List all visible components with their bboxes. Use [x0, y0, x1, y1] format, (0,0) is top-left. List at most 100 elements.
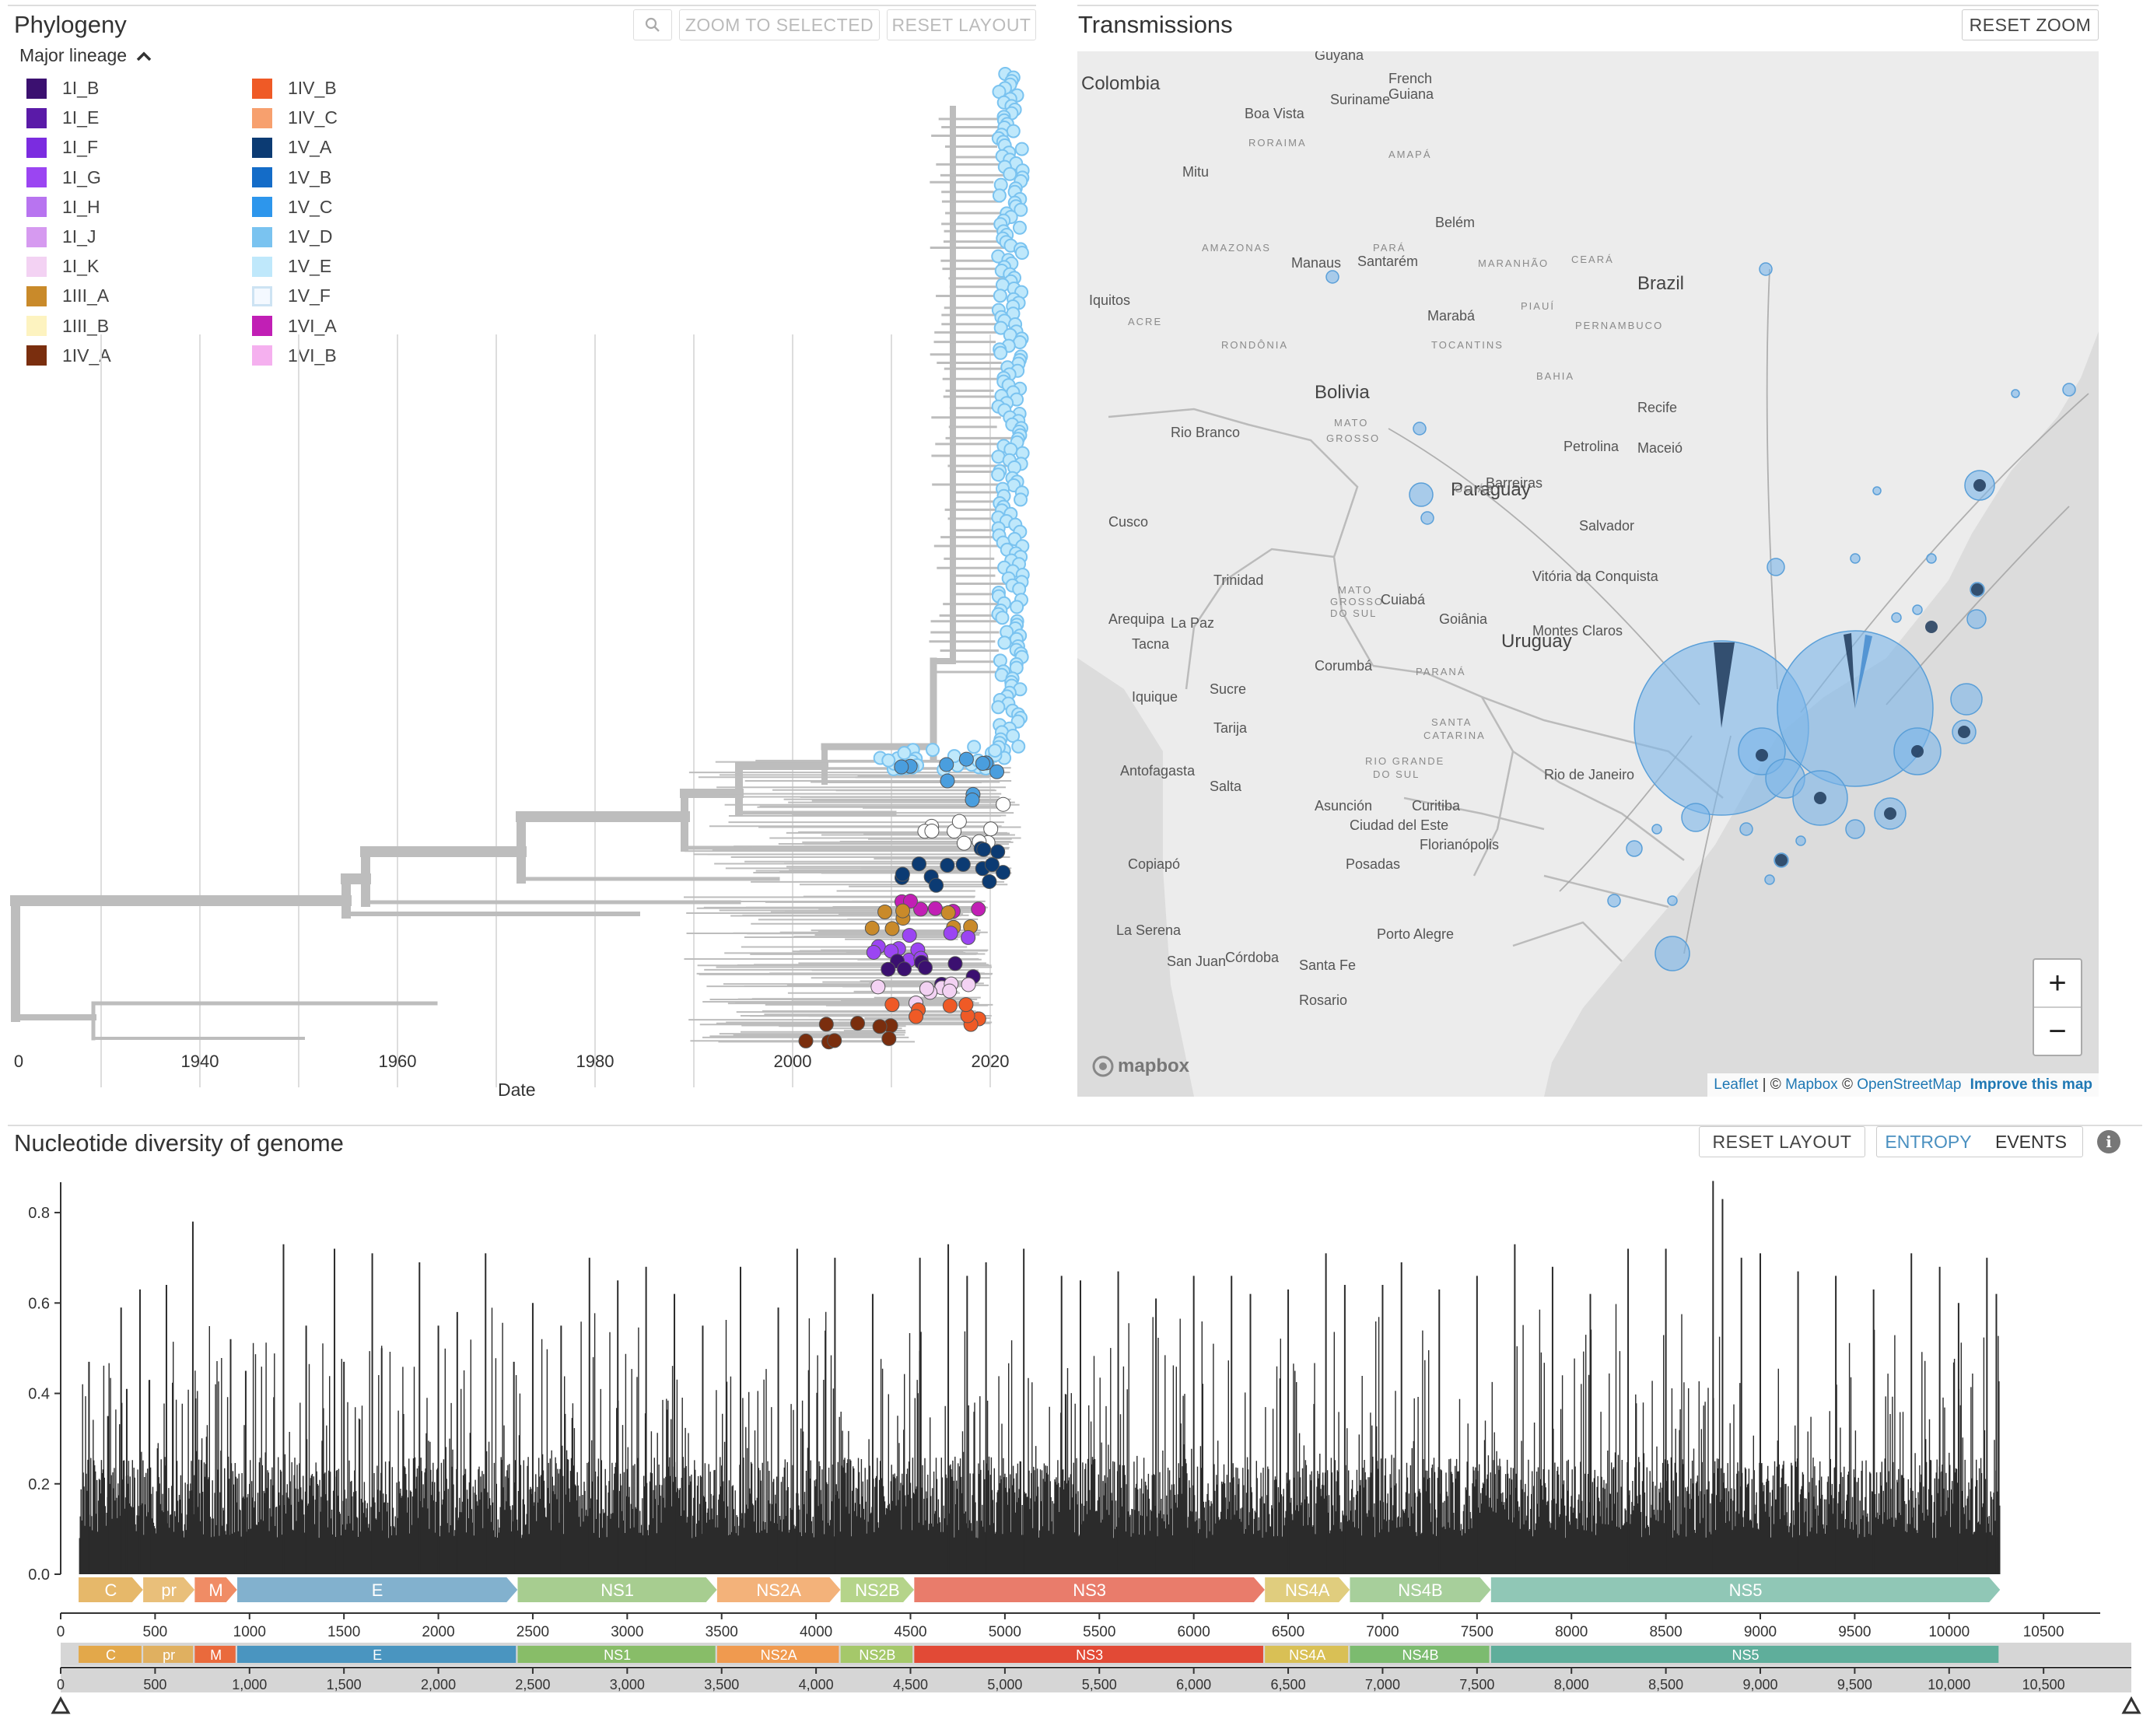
legend-swatch	[26, 256, 47, 277]
legend-item-1v_a[interactable]: 1V_A	[252, 137, 331, 158]
legend-item-1i_e[interactable]: 1I_E	[26, 107, 99, 128]
navigator-x-tick-label: 0	[57, 1677, 65, 1692]
legend-item-1iv_c[interactable]: 1IV_C	[252, 107, 338, 128]
legend-item-1iii_b[interactable]: 1III_B	[26, 316, 109, 337]
tree-tip	[961, 977, 976, 992]
transmission-bubble	[1607, 894, 1621, 908]
legend-toggle[interactable]: Major lineage	[19, 45, 153, 66]
osm-link[interactable]: OpenStreetMap	[1857, 1076, 1962, 1093]
zoom-to-selected-button[interactable]: ZOOM TO SELECTED	[679, 9, 880, 40]
reset-zoom-button[interactable]: RESET ZOOM	[1962, 9, 2099, 40]
entropy-x-tick-label: 5000	[989, 1624, 1021, 1640]
transmission-node	[1911, 745, 1924, 758]
zoom-in-button[interactable]: +	[2034, 960, 2081, 1008]
entropy-x-tick-label: 10500	[2023, 1624, 2064, 1640]
brush-handle-left[interactable]	[51, 1696, 71, 1714]
map-label-city: Cuiabá	[1381, 592, 1426, 607]
tree-tip	[984, 857, 1000, 873]
tree-tip	[939, 757, 954, 772]
reset-layout-button[interactable]: RESET LAYOUT	[887, 9, 1036, 40]
tree-tip	[1003, 166, 1017, 181]
legend-swatch	[252, 285, 272, 306]
legend-item-1vi_b[interactable]: 1VI_B	[252, 345, 337, 366]
navigator-gene-label: C	[106, 1647, 116, 1663]
legend-label: 1VI_B	[288, 345, 337, 366]
navigator-gene	[840, 1646, 913, 1663]
legend-item-1iii_a[interactable]: 1III_A	[26, 285, 109, 306]
map-label-state: BAHIA	[1536, 370, 1575, 382]
brush-handle-right[interactable]	[2121, 1696, 2141, 1714]
legend-item-1i_b[interactable]: 1I_B	[26, 78, 99, 99]
legend-item-1i_h[interactable]: 1I_H	[26, 197, 100, 218]
phylogeny-tree[interactable]	[0, 62, 1058, 1104]
map-attribution: Leaflet | © Mapbox © OpenStreetMap Impro…	[1707, 1073, 2099, 1097]
map-label-city: Iquitos	[1089, 292, 1131, 308]
transmission-arc	[1388, 428, 1700, 705]
legend-item-1v_d[interactable]: 1V_D	[252, 226, 333, 247]
info-icon[interactable]: i	[2097, 1130, 2120, 1153]
tree-tip	[917, 960, 933, 975]
tree-tip	[956, 835, 972, 851]
legend-label: 1IV_A	[62, 345, 111, 366]
map-label-city: Barreiras	[1486, 475, 1543, 491]
tree-tip	[943, 926, 958, 941]
navigator-x-tick-label: 3,000	[610, 1677, 645, 1692]
tree-tip	[991, 467, 1006, 482]
leaflet-link[interactable]: Leaflet	[1714, 1076, 1759, 1093]
map-label-city: Rio de Janeiro	[1544, 767, 1635, 782]
entropy-x-tick-label: 1500	[327, 1624, 360, 1640]
legend-item-1iv_b[interactable]: 1IV_B	[252, 78, 337, 99]
mapbox-link[interactable]: Mapbox	[1785, 1076, 1838, 1093]
mapbox-logo[interactable]: mapbox	[1091, 1055, 1189, 1078]
legend-item-1i_f[interactable]: 1I_F	[26, 137, 98, 158]
tree-tip	[881, 1031, 897, 1046]
map-label-city: Porto Alegre	[1377, 926, 1455, 942]
legend-item-1i_j[interactable]: 1I_J	[26, 226, 96, 247]
legend-item-1i_k[interactable]: 1I_K	[26, 256, 99, 277]
tree-tick-label: 2000	[773, 1052, 812, 1071]
tree-tip	[961, 929, 976, 945]
legend-item-1vi_a[interactable]: 1VI_A	[252, 316, 337, 337]
tree-tip	[990, 844, 1006, 859]
legend-item-1v_f[interactable]: 1V_F	[252, 285, 331, 306]
zoom-search-button[interactable]	[633, 9, 672, 40]
navigator-gene	[236, 1646, 516, 1663]
transmission-bubble	[1764, 874, 1775, 885]
map-label-city: Asunción	[1315, 798, 1373, 814]
tab-entropy[interactable]: ENTROPY	[1885, 1131, 1972, 1152]
entropy-x-tick-label: 8000	[1555, 1624, 1588, 1640]
legend-item-1v_e[interactable]: 1V_E	[252, 256, 331, 277]
navigator-x-tick-label: 7,000	[1365, 1677, 1400, 1692]
transmission-map[interactable]: Colombia Brazil Bolivia Paraguay Uruguay Suri…	[1077, 51, 2099, 1097]
entropy-x-tick-label: 5500	[1083, 1624, 1115, 1640]
tree-tip	[1010, 600, 1024, 614]
zoom-out-button[interactable]: −	[2048, 1013, 2067, 1048]
tree-tip	[982, 873, 997, 889]
map-label-city: Florianópolis	[1420, 837, 1500, 852]
entropy-x-tick-label: 3500	[706, 1624, 738, 1640]
improve-map-link[interactable]: Improve this map	[1970, 1076, 2092, 1093]
legend-item-1v_c[interactable]: 1V_C	[252, 197, 333, 218]
navigator-x-tick-label: 2,500	[515, 1677, 550, 1692]
entropy-reset-layout-button[interactable]: RESET LAYOUT	[1699, 1126, 1865, 1157]
tab-events[interactable]: EVENTS	[1994, 1131, 2068, 1152]
tree-tick-label: 1980	[576, 1052, 615, 1071]
tree-tip	[967, 740, 982, 754]
map-top-rule	[1077, 5, 2099, 6]
map-label-city: Iquique	[1132, 689, 1178, 705]
legend-item-1v_b[interactable]: 1V_B	[252, 167, 331, 188]
phylogeny-top-rule	[8, 5, 1036, 6]
gene-label: NS3	[1073, 1580, 1106, 1600]
map-label-city: Ciudad del Este	[1350, 817, 1449, 833]
legend-item-1iv_a[interactable]: 1IV_A	[26, 345, 111, 366]
map-label-city: Rio Branco	[1171, 425, 1241, 440]
gene-arrow	[914, 1577, 1265, 1602]
tree-tip	[912, 856, 927, 872]
legend-item-1i_g[interactable]: 1I_G	[26, 167, 101, 188]
map-label-state: DO SUL	[1330, 607, 1378, 619]
navigator-gene-label: NS2B	[859, 1647, 895, 1663]
entropy-chart[interactable]: 0.0 0.2 0.4 0.6 0.8 C pr M E NS1 NS2A NS2B NS3 NS4A NS…	[0, 1167, 2150, 1736]
tree-tip	[997, 635, 1012, 650]
navigator-x-tick-label: 7,500	[1459, 1677, 1494, 1692]
map-border	[1185, 548, 1335, 690]
